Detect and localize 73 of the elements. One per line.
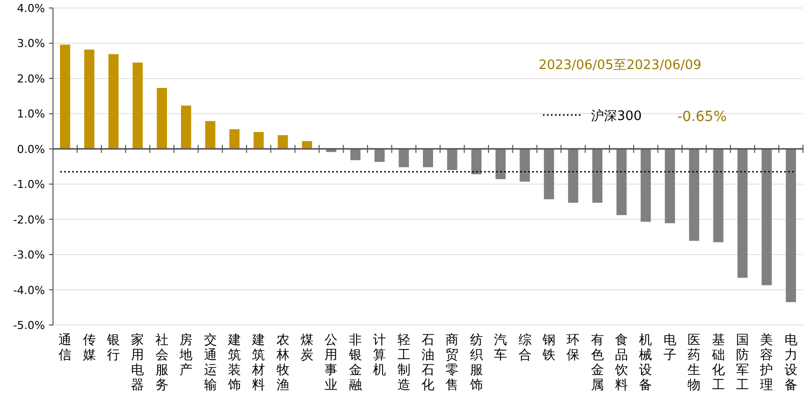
y-tick-label: 2.0% bbox=[17, 72, 45, 86]
x-tick-label: 建筑装饰 bbox=[226, 333, 241, 393]
bar bbox=[592, 148, 602, 203]
bar bbox=[180, 106, 192, 149]
x-tick-label: 汽车 bbox=[494, 333, 508, 363]
x-tick-label: 医药生物 bbox=[688, 333, 701, 393]
bar bbox=[544, 148, 554, 200]
bar bbox=[786, 148, 796, 302]
x-tick-label: 环保 bbox=[566, 333, 580, 363]
bar bbox=[398, 148, 409, 168]
x-tick-label: 基础化工 bbox=[710, 333, 725, 393]
x-tick-label: 电力设备 bbox=[784, 333, 798, 393]
y-tick-label: 4.0% bbox=[17, 2, 45, 15]
y-tick-label: -2.0% bbox=[13, 213, 45, 226]
bar bbox=[156, 88, 167, 149]
bar bbox=[616, 148, 627, 216]
x-tick-label: 农林牧渔 bbox=[275, 333, 290, 393]
bar bbox=[350, 148, 360, 160]
x-tick-label: 商贸零售 bbox=[446, 333, 459, 393]
bar bbox=[447, 148, 458, 170]
bar bbox=[205, 121, 216, 149]
bar bbox=[422, 148, 434, 168]
bar bbox=[471, 148, 482, 174]
bar bbox=[229, 129, 240, 149]
bar bbox=[713, 148, 724, 242]
x-tick-label: 社会服务 bbox=[155, 333, 168, 393]
bar bbox=[84, 50, 94, 149]
bar bbox=[568, 148, 578, 203]
y-tick-label: -5.0% bbox=[13, 319, 45, 332]
x-tick-label: 计算机 bbox=[373, 333, 386, 378]
x-tick-label: 传媒 bbox=[82, 333, 96, 363]
y-tick-label: -1.0% bbox=[13, 178, 45, 192]
x-tick-label: 轻工制造 bbox=[397, 333, 410, 393]
legend-label: 沪深300 bbox=[591, 108, 642, 124]
x-tick-label: 电子 bbox=[663, 333, 676, 363]
y-tick-label: 3.0% bbox=[17, 37, 45, 50]
x-tick-label: 通信 bbox=[58, 333, 72, 363]
x-tick-label: 食品饮料 bbox=[614, 333, 628, 393]
bar bbox=[520, 148, 530, 182]
x-tick-label: 房地产 bbox=[178, 332, 193, 378]
x-tick-label: 钢铁 bbox=[541, 333, 556, 363]
bar bbox=[374, 148, 385, 162]
annotation: 2023/06/05至2023/06/09 bbox=[538, 58, 702, 73]
x-tick-label: 机械设备 bbox=[639, 333, 652, 393]
y-tick-label: -3.0% bbox=[13, 248, 45, 262]
x-tick-label: 美容护理 bbox=[759, 332, 774, 393]
x-tick-label: 建筑材料 bbox=[251, 333, 266, 393]
bar bbox=[60, 44, 70, 149]
bar bbox=[640, 148, 651, 222]
bar bbox=[132, 62, 143, 149]
x-tick-label: 家用电器 bbox=[131, 332, 144, 393]
x-tick-label: 石油石化 bbox=[422, 333, 434, 393]
bar bbox=[278, 135, 288, 149]
x-tick-label: 国防军工 bbox=[736, 333, 750, 393]
x-tick-label: 纺织服饰 bbox=[468, 333, 483, 393]
bar bbox=[108, 54, 119, 149]
bar bbox=[689, 148, 700, 241]
y-tick-label: 1.0% bbox=[17, 108, 45, 121]
bar bbox=[254, 132, 264, 149]
x-tick-label: 有色金属 bbox=[590, 333, 604, 393]
x-tick-label: 综合 bbox=[518, 333, 532, 363]
y-tick-label: 0.0% bbox=[17, 142, 45, 156]
x-tick-label: 交通运输 bbox=[204, 332, 217, 393]
x-tick-label: 公用事业 bbox=[324, 333, 338, 393]
bar bbox=[664, 148, 676, 224]
x-tick-label: 非银金融 bbox=[348, 333, 362, 393]
bar bbox=[496, 148, 506, 180]
x-tick-label: 银行 bbox=[106, 333, 120, 363]
bar bbox=[762, 148, 772, 286]
x-tick-label: 煤炭 bbox=[300, 333, 314, 363]
bar bbox=[737, 148, 748, 278]
annotation: -0.65% bbox=[677, 109, 727, 125]
y-tick-label: -4.0% bbox=[13, 284, 45, 297]
